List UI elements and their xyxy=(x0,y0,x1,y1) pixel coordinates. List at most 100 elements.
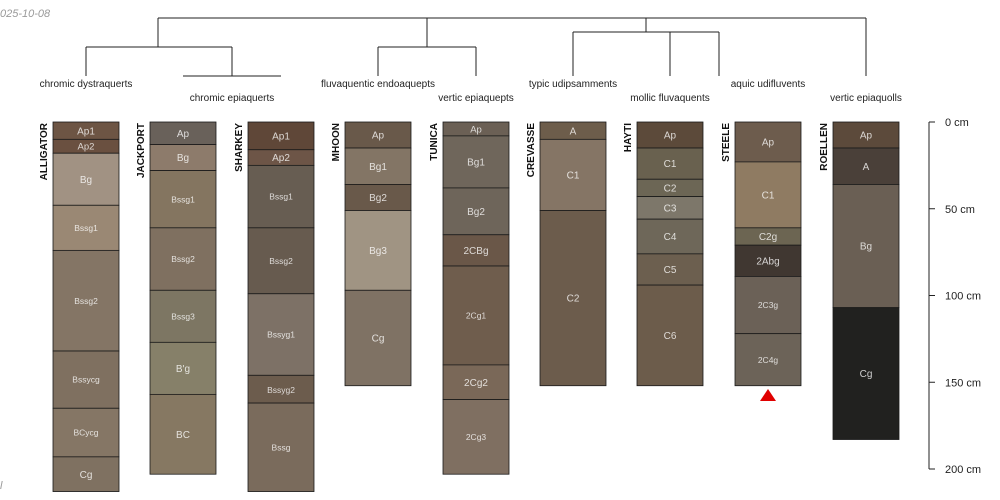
dendrogram xyxy=(85,17,867,77)
horizon-block xyxy=(52,204,120,251)
horizon-label: Ap xyxy=(470,124,482,135)
horizon-label: 2C4g xyxy=(758,355,779,365)
axis-tick-label: 0 cm xyxy=(945,117,969,129)
soil-profile: Ap Bg Bssg1 Bssg2 Bssg3 B'g BC JACKPORT xyxy=(136,121,217,475)
horizon-label: Bssg3 xyxy=(171,311,195,321)
soil-profile: Ap C1 C2g 2Abg 2C3g 2C4g STEELE xyxy=(721,121,802,387)
deep-profile-marker xyxy=(760,389,776,401)
horizon-label: Ap xyxy=(664,131,677,142)
taxon-label: chromic dystraquerts xyxy=(40,79,133,90)
horizon-block xyxy=(442,364,510,400)
profile-name: SHARKEY xyxy=(234,123,245,172)
soil-profile: A C1 C2 CREVASSE xyxy=(526,121,607,387)
taxa-labels: chromic dystraquerts chromic epiaquerts fl… xyxy=(40,79,902,104)
taxon-label: vertic epiaquepts xyxy=(438,93,514,104)
taxon-label: typic udipsamments xyxy=(529,79,617,90)
horizon-label: C2g xyxy=(759,232,777,243)
horizon-block xyxy=(636,121,704,149)
horizon-block xyxy=(832,184,900,309)
horizon-block xyxy=(734,161,802,229)
horizon-label: 2Cg2 xyxy=(464,378,488,389)
horizon-label: C1 xyxy=(664,159,677,170)
horizon-label: B'g xyxy=(176,364,190,375)
horizon-block xyxy=(247,164,315,229)
soil-profile: Ap Bg1 Bg2 Bg3 Cg MHOON xyxy=(331,121,412,387)
horizon-block xyxy=(344,147,412,185)
horizon-block xyxy=(247,293,315,376)
horizon-label: Bg1 xyxy=(369,162,387,173)
horizon-block xyxy=(442,135,510,189)
horizon-label: BCycg xyxy=(73,428,98,438)
horizon-block xyxy=(832,121,900,149)
horizon-label: Ap2 xyxy=(272,153,290,164)
horizon-block xyxy=(539,138,607,211)
horizon-label: Bssg1 xyxy=(74,223,98,233)
horizon-block xyxy=(832,307,900,440)
horizon-label: 2Abg xyxy=(756,256,779,267)
soil-profile: Ap1 Ap2 Bg Bssg1 Bssg2 Bssycg BCycg Cg ALLIGATOR xyxy=(39,121,120,492)
horizon-label: Cg xyxy=(372,334,385,345)
horizon-block xyxy=(636,253,704,286)
soil-profile: Ap A Bg Cg ROELLEN xyxy=(819,121,900,440)
horizon-label: Cg xyxy=(80,470,93,481)
horizon-label: 2Cg1 xyxy=(466,311,487,321)
horizon-label: Bg xyxy=(80,175,92,186)
horizon-block xyxy=(52,249,120,352)
horizon-label: Bg xyxy=(860,242,872,253)
horizon-block xyxy=(636,284,704,387)
horizon-label: A xyxy=(570,126,577,137)
horizon-label: Bssg1 xyxy=(269,192,293,202)
corner-mark: l xyxy=(0,480,3,492)
horizon-block xyxy=(442,187,510,236)
profile-name: TUNICA xyxy=(429,123,440,161)
axis-tick-label: 50 cm xyxy=(945,204,975,216)
horizon-label: C6 xyxy=(664,331,677,342)
date-stamp: 025-10-08 xyxy=(0,8,51,20)
horizon-block xyxy=(149,227,217,291)
horizon-block xyxy=(52,350,120,409)
profile-name: MHOON xyxy=(331,123,342,161)
axis-tick-label: 150 cm xyxy=(945,377,981,389)
horizon-block xyxy=(149,170,217,229)
profile-name: ALLIGATOR xyxy=(39,122,50,180)
horizon-label: 2Cg3 xyxy=(466,432,487,442)
horizon-label: C4 xyxy=(664,232,677,243)
horizon-block xyxy=(734,244,802,277)
horizon-label: Ap xyxy=(372,131,385,142)
horizon-label: Bg2 xyxy=(369,193,387,204)
horizon-block xyxy=(636,147,704,180)
horizon-label: Bssyg2 xyxy=(267,385,295,395)
horizon-label: Bssycg xyxy=(72,375,100,385)
depth-axis: 0 cm 50 cm 100 cm 150 cm 200 cm xyxy=(928,117,981,476)
horizon-block xyxy=(149,393,217,475)
taxon-label: chromic epiaquerts xyxy=(190,93,274,104)
horizon-block xyxy=(636,218,704,255)
taxon-label: aquic udifluvents xyxy=(731,79,806,90)
axis-tick-label: 200 cm xyxy=(945,464,981,476)
horizon-block xyxy=(539,210,607,387)
horizon-label: C5 xyxy=(664,265,677,276)
horizon-label: Bssg2 xyxy=(269,256,293,266)
horizon-label: Bg xyxy=(177,153,189,164)
horizon-label: Bssg2 xyxy=(74,296,98,306)
horizon-label: Ap1 xyxy=(77,126,95,137)
horizon-label: 2CBg xyxy=(463,246,488,257)
horizon-block xyxy=(442,399,510,475)
soil-profiles: Ap1 Ap2 Bg Bssg1 Bssg2 Bssycg BCycg Cg ALLIGATOR… xyxy=(39,121,900,492)
taxon-label: fluvaquentic endoaquepts xyxy=(321,79,435,90)
axis-tick-label: 100 cm xyxy=(945,291,981,303)
horizon-label: Bg3 xyxy=(369,246,387,257)
horizon-label: Bg1 xyxy=(467,158,485,169)
profile-name: HAYTI xyxy=(623,123,634,152)
profile-name: CREVASSE xyxy=(526,123,537,178)
horizon-label: Ap1 xyxy=(272,131,290,142)
horizon-block xyxy=(734,121,802,163)
horizon-block xyxy=(247,374,315,404)
horizon-block xyxy=(442,234,510,267)
horizon-block xyxy=(734,333,802,387)
horizon-block xyxy=(344,289,412,387)
horizon-block xyxy=(344,210,412,291)
profile-name: STEELE xyxy=(721,123,732,162)
horizon-label: Bssg xyxy=(272,442,291,452)
